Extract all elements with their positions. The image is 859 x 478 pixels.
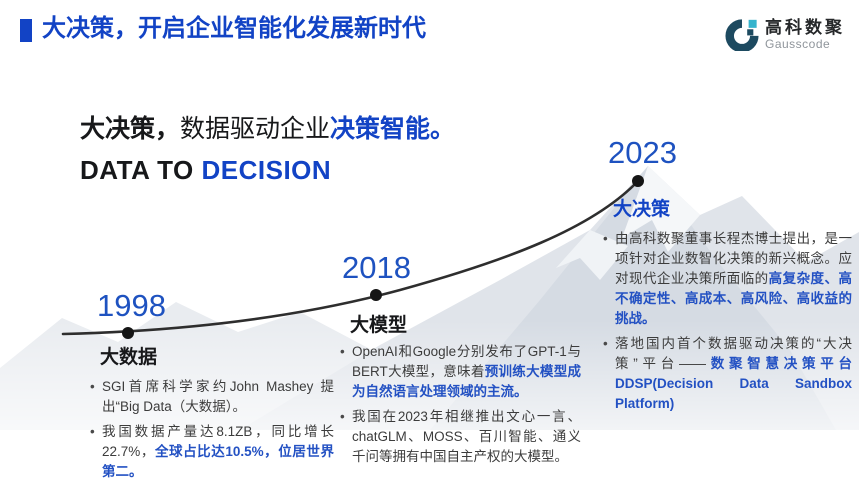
milestone-title: 大数据 — [100, 347, 158, 368]
text-run: DATA TO — [80, 155, 202, 185]
logo-text: 高科数聚 Gausscode — [765, 18, 845, 51]
hero-heading-line2: DATA TO DECISION — [80, 155, 455, 185]
milestone-bullets: SGI首席科学家约John Mashey 提出“Big Data（大数据）。我国… — [88, 377, 334, 478]
timeline-milestone: 2018 大模型 OpenAI和Google分别发布了GPT-1与BERT大模型… — [338, 250, 581, 472]
text-run: 我国在2023年相继推出文心一言、chatGLM、MOSS、百川智能、通义千问等… — [352, 409, 581, 464]
milestone-bullets: OpenAI和Google分别发布了GPT-1与BERT大模型，意味着预训练大模… — [338, 342, 581, 467]
bullet-item: 我国在2023年相继推出文心一言、chatGLM、MOSS、百川智能、通义千问等… — [338, 407, 581, 467]
company-logo: 高科数聚 Gausscode — [725, 17, 845, 51]
text-run: 由高科数聚董事长程杰博士提出，是一项针对企业数智化决策的新兴概念。应对现代企业决… — [615, 231, 852, 286]
bullet-item: 我国数据产量达8.1ZB，同比增长22.7%，全球占比达10.5%，位居世界第二… — [88, 422, 334, 478]
text-run: OpenAI和Google分别发布了GPT-1与BERT大模型，意味着 — [352, 344, 581, 379]
milestone-year: 2018 — [342, 250, 411, 285]
title-accent-bar — [20, 19, 32, 42]
milestone-year: 1998 — [97, 288, 166, 323]
text-run: 决策智能。 — [330, 115, 456, 143]
growth-curve — [61, 179, 640, 336]
milestone-title: 大决策 — [613, 199, 671, 220]
bullet-item: 落地国内首个数据驱动决策的“大决策”平台——数聚智慧决策平台DDSP(Decis… — [601, 334, 852, 414]
bullet-item: SGI首席科学家约John Mashey 提出“Big Data（大数据）。 — [88, 377, 334, 417]
text-run: 落地国内首个数据驱动决策的“大决策”平台—— — [615, 336, 852, 371]
timeline-dot-third — [632, 175, 644, 187]
milestone-year: 2023 — [608, 135, 677, 170]
milestone-title: 大模型 — [350, 315, 408, 336]
page-title: 大决策，开启企业智能化发展新时代 — [42, 15, 426, 42]
text-run: 大决策， — [80, 115, 181, 143]
timeline-dot-second — [370, 289, 382, 301]
hero-heading-line1: 大决策，数据驱动企业决策智能。 — [80, 112, 455, 146]
text-run: 预训练大模型成为自然语言处理领域的主流。 — [352, 364, 582, 399]
text-run: 数据驱动企业 — [180, 115, 331, 143]
hero-heading: 大决策，数据驱动企业决策智能。 DATA TO DECISION — [80, 112, 455, 185]
timeline-dot-first — [122, 327, 134, 339]
logo-company-subtitle: Gausscode — [765, 36, 831, 51]
text-run: SGI首席科学家约John Mashey 提出“Big Data（大数据）。 — [102, 379, 334, 414]
text-run: 全球占比达10.5%，位居世界第二。 — [102, 444, 334, 478]
text-run: 我国数据产量达8.1ZB，同比增长22.7%， — [102, 424, 334, 459]
text-run: 高复杂度、高不确定性、高成本、高风险、高收益的挑战。 — [615, 271, 852, 326]
bullet-item: OpenAI和Google分别发布了GPT-1与BERT大模型，意味着预训练大模… — [338, 342, 581, 402]
text-run: 数聚智慧决策平台DDSP(Decision Data Sandbox Platf… — [615, 356, 852, 411]
timeline-milestone: 2023 大决策 由高科数聚董事长程杰博士提出，是一项针对企业数智化决策的新兴概… — [601, 135, 852, 419]
milestone-bullets: 由高科数聚董事长程杰博士提出，是一项针对企业数智化决策的新兴概念。应对现代企业决… — [601, 229, 852, 414]
logo-company-name: 高科数聚 — [765, 17, 845, 37]
text-run: DECISION — [201, 155, 332, 185]
timeline-milestone: 1998 大数据 SGI首席科学家约John Mashey 提出“Big Dat… — [88, 288, 334, 478]
gausscode-logo-icon — [725, 19, 759, 51]
bullet-item: 由高科数聚董事长程杰博士提出，是一项针对企业数智化决策的新兴概念。应对现代企业决… — [601, 229, 852, 329]
